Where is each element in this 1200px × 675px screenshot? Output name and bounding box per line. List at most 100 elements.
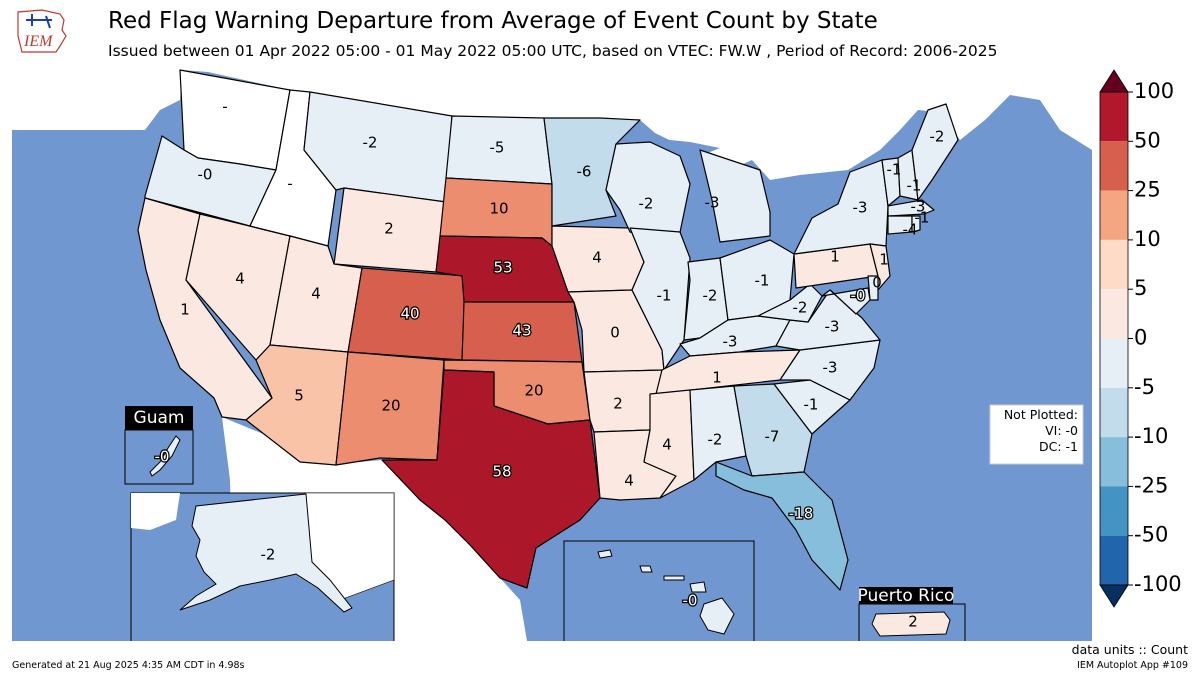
colorbar-bin (1100, 289, 1128, 339)
colorbar-tick-label: 10 (1134, 227, 1161, 251)
state-value-mo: 0 (610, 324, 620, 342)
state-value-mt: -2 (363, 134, 378, 152)
data-units-label: data units :: Count (1071, 642, 1188, 657)
guam-value: -0 (155, 448, 170, 466)
state-value-mi: -3 (705, 194, 720, 212)
hawaii-big-island (699, 597, 735, 635)
logo-text: IEM (23, 33, 54, 50)
state-value-ks: 43 (512, 322, 531, 340)
state-value-ia: 4 (592, 249, 602, 267)
colorbar-bins (1099, 69, 1129, 608)
state-value-ga: -7 (765, 428, 780, 446)
colorbar-tick-label: 0 (1134, 326, 1147, 350)
state-shape-al (689, 385, 747, 481)
state-value-nm: 20 (381, 397, 400, 415)
state-value-ms: 4 (662, 436, 672, 454)
hawaii-kauai (597, 549, 613, 559)
iem-logo: IEM (17, 9, 67, 53)
colorbar-bin (1100, 92, 1128, 142)
state-value-ut: 4 (311, 285, 321, 303)
state-value-la: 4 (624, 472, 634, 490)
state-value-fl: -18 (789, 505, 814, 523)
state-value-co: 40 (400, 305, 419, 323)
alaska-inset: -2 (130, 492, 395, 641)
state-value-nc: -3 (823, 359, 838, 377)
canada-land (12, 68, 1092, 180)
colorbar-bin (1100, 535, 1128, 585)
state-value-ri: -4 (903, 221, 918, 239)
choropleth-map: --014--22454020-51053432058-64024-2-1-3-… (12, 68, 1092, 641)
state-value-pa: 1 (830, 248, 840, 266)
state-value-ok: 20 (524, 382, 543, 400)
state-shapes (137, 69, 959, 591)
state-value-va: -3 (825, 318, 840, 336)
state-value-ne: 53 (493, 259, 512, 277)
state-value-sd: 10 (489, 200, 508, 218)
alaska-value: -2 (261, 546, 276, 564)
russia-land (131, 493, 180, 530)
state-value-de: 0 (872, 274, 882, 292)
state-shape-ma (887, 199, 935, 217)
colorbar-tick-label: 50 (1134, 128, 1161, 152)
not-plotted-box: Not Plotted: VI: -0 DC: -1 (989, 404, 1084, 465)
state-value-or: -0 (198, 166, 213, 184)
colorbar-tick-label: -50 (1134, 523, 1168, 547)
colorbar-tick-label: -5 (1134, 375, 1155, 399)
state-shape-ri (911, 215, 921, 233)
state-value-wy: 2 (384, 220, 394, 238)
pr-inset-title-bg (859, 587, 953, 604)
state-shape-fl (715, 461, 849, 591)
state-value-labels: --014--22454020-51053432058-64024-2-1-3-… (180, 98, 944, 524)
state-value-nv: 4 (235, 270, 245, 288)
state-value-nh: -1 (907, 177, 922, 195)
state-value-mn: -6 (577, 163, 592, 181)
hawaii-value: -0 (683, 592, 698, 610)
colorbar-tick-label: -100 (1134, 572, 1182, 596)
state-value-ct: -1 (915, 209, 930, 227)
state-shape-mi (699, 149, 771, 243)
lake-michigan (682, 184, 702, 258)
state-value-tn: 1 (712, 369, 722, 387)
state-shape-nj (869, 243, 891, 291)
guam-inset-title-bg (125, 406, 193, 430)
not-plotted-line: VI: -0 (1045, 423, 1078, 438)
state-shape-or (144, 135, 277, 227)
generated-timestamp: Generated at 21 Aug 2025 4:35 AM CDT in … (12, 660, 245, 671)
state-value-nj: 1 (879, 251, 889, 269)
colorbar-bin (1099, 584, 1129, 608)
state-value-sc: -1 (804, 396, 819, 414)
colorbar-bin (1100, 190, 1128, 240)
colorbar-tick-label: -25 (1134, 473, 1168, 497)
pr-inset-title: Puerto Rico (858, 586, 955, 606)
hawaii-oahu (639, 565, 653, 573)
colorbar-tick-label: 5 (1134, 276, 1147, 300)
hawaii-inset: -0 (563, 540, 755, 641)
map-title: Red Flag Warning Departure from Average … (108, 8, 878, 34)
colorbar-tick-label: 25 (1134, 178, 1161, 202)
state-value-ar: 2 (613, 395, 623, 413)
state-value-in: -2 (703, 287, 718, 305)
guam-inset-title: Guam (134, 408, 185, 428)
state-value-ma: -3 (911, 198, 926, 216)
state-value-wa: - (222, 98, 227, 116)
state-value-ny: -3 (853, 199, 868, 217)
not-plotted-heading: Not Plotted: (1004, 407, 1078, 422)
state-shape-tx (381, 369, 601, 589)
state-shape-de (867, 275, 879, 301)
guam-inset: Guam -0 (124, 406, 194, 485)
state-value-vt: -1 (887, 161, 902, 179)
state-shape-nm (335, 351, 445, 466)
colorbar-tick-label: 100 (1134, 79, 1174, 103)
pr-value: 2 (908, 613, 918, 631)
colorbar-bin (1099, 69, 1129, 93)
state-value-ky: -3 (723, 333, 738, 351)
state-value-oh: -1 (755, 272, 770, 290)
colorbar-bin (1100, 239, 1128, 290)
colorbar-bin (1100, 486, 1128, 536)
puerto-rico-inset: Puerto Rico 2 (858, 586, 966, 641)
colorbar-bin (1100, 437, 1128, 487)
colorbar-bin (1100, 387, 1128, 438)
puerto-rico-shape (871, 611, 951, 637)
